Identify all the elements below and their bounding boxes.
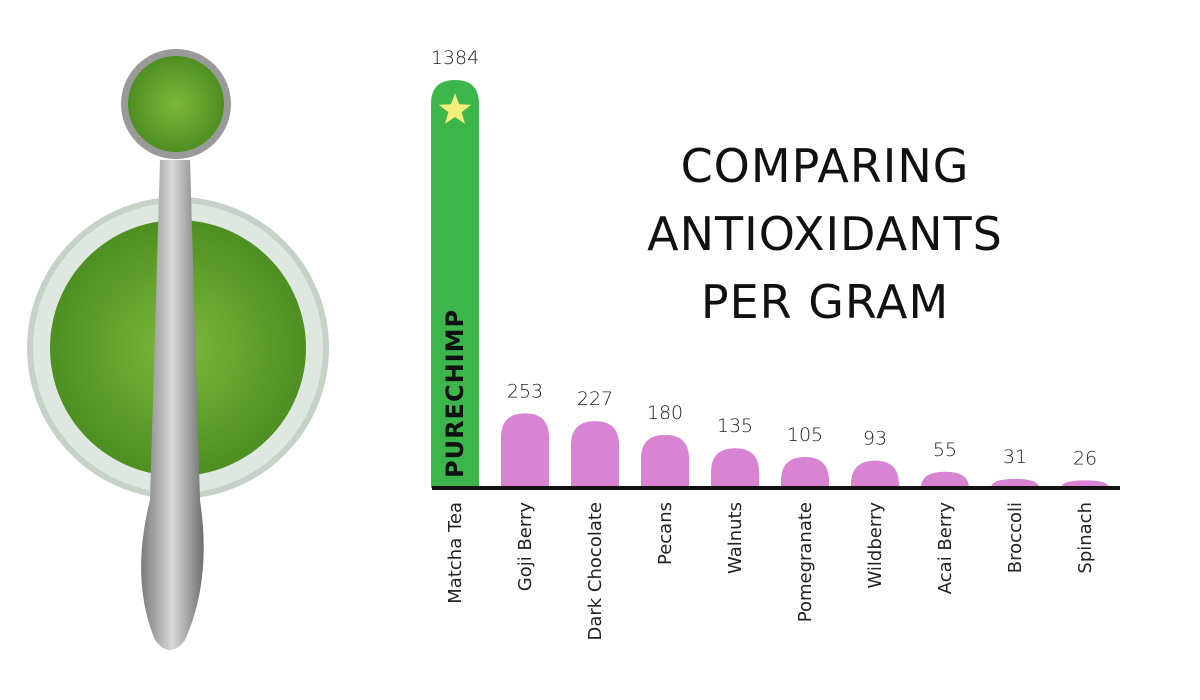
category-label: Spinach (1075, 502, 1096, 574)
value-label: 55 (933, 439, 957, 461)
category-label: Pecans (655, 502, 676, 565)
value-label: 253 (507, 380, 543, 402)
bar (851, 460, 899, 488)
category-label: Acai Berry (935, 502, 956, 595)
bar (991, 478, 1039, 488)
value-label: 93 (863, 428, 887, 450)
category-label: Dark Chocolate (585, 502, 606, 641)
bar (501, 413, 549, 488)
category-label: Goji Berry (515, 502, 536, 592)
category-label: Matcha Tea (445, 502, 466, 604)
value-label: 135 (717, 415, 753, 437)
value-label: 180 (647, 402, 683, 424)
value-label: 1384 (431, 47, 479, 69)
star-icon (438, 93, 472, 124)
bar (431, 80, 479, 488)
category-label: Broccoli (1005, 502, 1026, 573)
bar (921, 471, 969, 488)
value-label: 105 (787, 424, 823, 446)
category-label: Walnuts (725, 502, 746, 574)
value-label: 26 (1073, 447, 1097, 469)
category-label: Pomegranate (795, 502, 816, 622)
chart-title: COMPARING ANTIOXIDANTS PER GRAM (647, 139, 1003, 329)
product-photo (27, 49, 329, 650)
value-label: 31 (1003, 446, 1027, 468)
brand-label: PURECHIMP (441, 309, 469, 478)
category-label: Wildberry (865, 502, 886, 589)
value-label: 227 (577, 388, 613, 410)
bar (641, 434, 689, 488)
bar (781, 457, 829, 488)
bar (571, 421, 619, 488)
bar (711, 448, 759, 488)
